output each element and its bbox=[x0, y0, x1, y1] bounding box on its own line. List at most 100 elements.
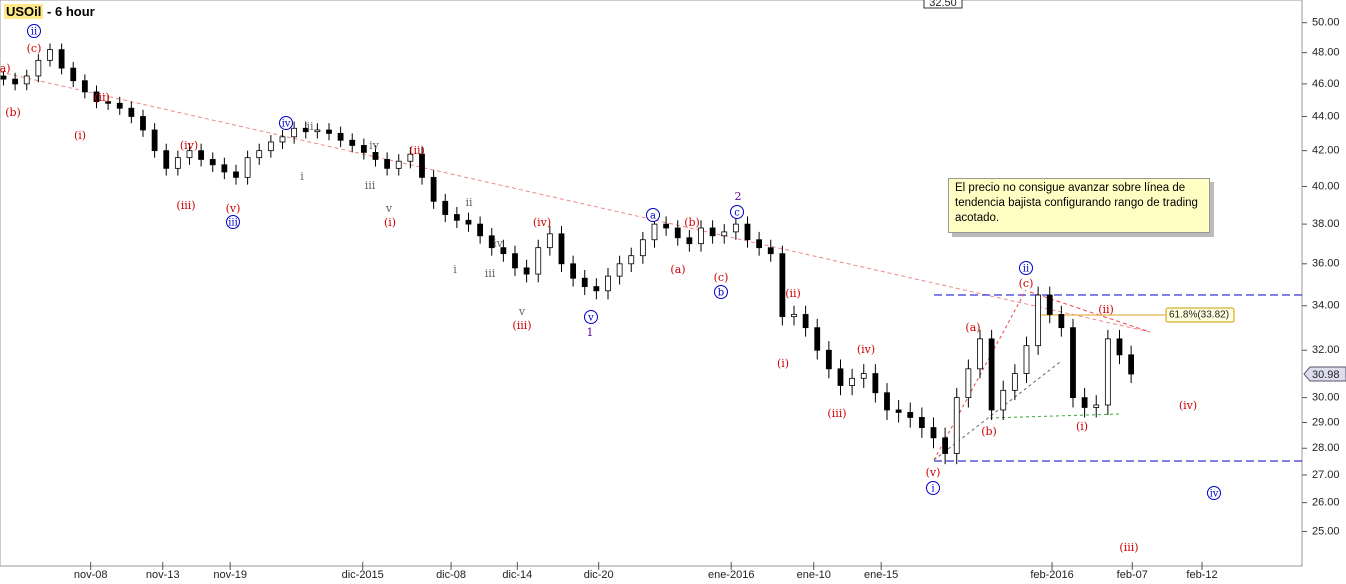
last-price: 30.98 bbox=[1312, 369, 1340, 381]
wave-label: iv bbox=[369, 139, 380, 152]
x-tick-label: dic-20 bbox=[584, 569, 614, 581]
wave-label: v bbox=[385, 202, 393, 215]
x-tick-label: nov-08 bbox=[74, 569, 108, 581]
candle-body bbox=[732, 223, 739, 233]
wave-label: (i) bbox=[384, 216, 396, 229]
wave-label: (c) bbox=[714, 271, 729, 284]
candle-body bbox=[488, 235, 495, 249]
y-tick-label: 46.00 bbox=[1312, 78, 1340, 90]
y-tick-label: 32.00 bbox=[1312, 344, 1340, 356]
wave-label: (a) bbox=[965, 321, 980, 334]
candle-body bbox=[837, 368, 844, 386]
candle-body bbox=[93, 91, 100, 103]
wave-circle bbox=[279, 116, 293, 130]
candle-body bbox=[244, 157, 251, 178]
candle-body bbox=[872, 373, 879, 394]
candle-body bbox=[965, 368, 972, 399]
candle-body bbox=[767, 247, 774, 255]
wave-label: (c) bbox=[1019, 277, 1034, 290]
wave-circle bbox=[1207, 486, 1221, 500]
wave-label: (c) bbox=[27, 42, 42, 55]
candle-body bbox=[105, 101, 112, 104]
wave-label: (v) bbox=[226, 202, 241, 215]
candle-body bbox=[47, 49, 53, 61]
candle-body bbox=[1081, 397, 1088, 408]
y-tick-label: 34.00 bbox=[1312, 300, 1340, 312]
candle-body bbox=[930, 427, 937, 439]
candle-body bbox=[895, 409, 902, 413]
x-tick-label: ene-15 bbox=[864, 569, 898, 581]
cursor-price: 32.50 bbox=[929, 0, 957, 9]
wave-label: iii bbox=[365, 179, 376, 192]
candle-body bbox=[1128, 354, 1135, 375]
wave-label: i bbox=[931, 484, 934, 495]
x-tick-label: ene-10 bbox=[797, 569, 831, 581]
y-tick-label: 50.00 bbox=[1312, 17, 1340, 29]
candle-body bbox=[942, 437, 949, 454]
candle-body bbox=[291, 127, 298, 138]
candle-body bbox=[174, 157, 181, 169]
support-line bbox=[989, 413, 1121, 419]
wave-label: iv bbox=[493, 237, 504, 250]
x-tick-label: nov-13 bbox=[146, 569, 180, 581]
candle-body bbox=[698, 227, 704, 245]
note: El precio no consigue avanzar sobre líne… bbox=[948, 178, 1210, 233]
x-tick-label: dic-08 bbox=[436, 569, 466, 581]
y-tick-label: 25.00 bbox=[1312, 525, 1340, 537]
plot-frame bbox=[0, 0, 1303, 567]
candle-body bbox=[860, 373, 867, 379]
candle-body bbox=[802, 314, 809, 329]
candle-body bbox=[360, 145, 367, 153]
wave-label: (i) bbox=[74, 129, 86, 142]
candle-body bbox=[663, 223, 670, 229]
candle-body bbox=[326, 129, 332, 134]
wave-circle bbox=[27, 24, 41, 38]
y-tick-label: 29.00 bbox=[1312, 416, 1340, 428]
y-tick-label: 40.00 bbox=[1312, 180, 1340, 192]
candle-body bbox=[500, 247, 507, 255]
x-tick-label: dic-2015 bbox=[342, 569, 384, 581]
x-tick-label: feb-07 bbox=[1117, 569, 1148, 581]
candle-body bbox=[279, 136, 286, 143]
wave-label: i bbox=[300, 170, 304, 183]
candle-body bbox=[81, 80, 88, 93]
candle-body bbox=[709, 227, 716, 237]
candle-body bbox=[570, 263, 577, 279]
wave-label: (i) bbox=[777, 357, 789, 370]
candle-body bbox=[128, 107, 135, 117]
candle-body bbox=[814, 327, 821, 351]
y-tick-label: 30.00 bbox=[1312, 392, 1340, 404]
candle-body bbox=[372, 152, 379, 160]
candle-body bbox=[1046, 294, 1053, 315]
wave-circle bbox=[1019, 261, 1033, 275]
x-tick-label: nov-19 bbox=[213, 569, 247, 581]
wave-label: (a) bbox=[670, 263, 685, 276]
candle-body bbox=[593, 286, 600, 292]
fib-box bbox=[1165, 307, 1235, 323]
wave-label: (iii) bbox=[176, 199, 195, 212]
candle-body bbox=[558, 233, 565, 265]
fib-label: 61.8%(33.82) bbox=[1169, 310, 1229, 321]
trendline bbox=[0, 71, 1151, 333]
x-tick-label: feb-2016 bbox=[1030, 569, 1073, 581]
wave-label: (b) bbox=[5, 106, 21, 119]
cursor-box bbox=[923, 0, 963, 9]
wave-label: (iv) bbox=[1179, 399, 1197, 412]
wave-label: ii bbox=[1023, 264, 1029, 275]
wave-label: (iv) bbox=[857, 343, 875, 356]
candle-body bbox=[605, 275, 611, 292]
x-tick-label: ene-2016 bbox=[708, 569, 755, 581]
title: USOil - 6 hour bbox=[4, 4, 95, 19]
y-tick-label: 26.00 bbox=[1312, 497, 1340, 509]
candle-body bbox=[616, 263, 623, 277]
wave-circle bbox=[584, 310, 598, 324]
candle-body bbox=[116, 102, 123, 109]
y-tick-label: 48.00 bbox=[1312, 47, 1340, 59]
candle-body bbox=[756, 239, 763, 249]
x-tick-label: feb-12 bbox=[1186, 569, 1217, 581]
candle-body bbox=[546, 233, 553, 249]
candle-body bbox=[384, 159, 391, 169]
wave-label: (iii) bbox=[827, 407, 846, 420]
